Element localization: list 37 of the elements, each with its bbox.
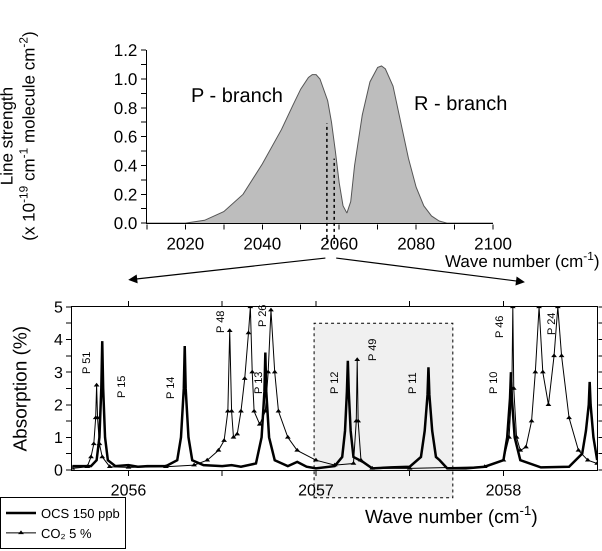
- y-tick-label: 4: [54, 332, 64, 350]
- y-tick-label: 1: [54, 430, 64, 447]
- x-tick-label: 2057: [298, 482, 334, 500]
- y-tick-label: 0.8: [114, 98, 138, 118]
- y-tick-label: 0.4: [114, 156, 138, 176]
- x-axis-title: Wave number (cm$^{-1}$): [365, 503, 538, 528]
- x-tick-label: 2056: [110, 482, 146, 500]
- x-tick-label: 2058: [486, 482, 522, 500]
- y-tick-label: 1.2: [114, 41, 138, 60]
- annotation: P 46: [494, 316, 506, 338]
- y-tick-label: 1.0: [114, 70, 138, 89]
- x-tick-label: 2040: [243, 234, 282, 254]
- annotation: P 15: [116, 376, 128, 398]
- annotation: P 48: [215, 310, 227, 333]
- legend-label: OCS 150 ppb: [41, 506, 120, 522]
- y-axis-title: Absorption (%): [10, 326, 32, 452]
- annotation: P 51: [81, 352, 93, 374]
- y-tick-label: 2: [54, 397, 64, 414]
- annotation: P 24: [546, 312, 558, 335]
- y-tick-label: 0.0: [114, 214, 138, 234]
- y-tick-label: 0.6: [114, 128, 138, 147]
- annotation: P 10: [488, 372, 500, 394]
- x-tick-label: 2080: [397, 234, 436, 254]
- y-tick-label: 0.2: [114, 185, 138, 204]
- y-tick-label: 3: [54, 364, 64, 382]
- annotation: P 13: [253, 372, 265, 394]
- annotation: P 11: [407, 372, 419, 394]
- y-tick-label: 0: [54, 462, 64, 480]
- annotation: P 14: [165, 376, 177, 399]
- annotation: R - branch: [414, 93, 508, 115]
- y-tick-label: 5: [54, 300, 64, 317]
- legend-label: CO₂ 5 %: [41, 526, 92, 541]
- annotation: P 12: [329, 372, 341, 394]
- annotation: P - branch: [191, 85, 283, 107]
- x-tick-label: 2020: [166, 234, 204, 254]
- annotation: P 49: [367, 338, 379, 361]
- x-tick-label: 2060: [320, 234, 358, 254]
